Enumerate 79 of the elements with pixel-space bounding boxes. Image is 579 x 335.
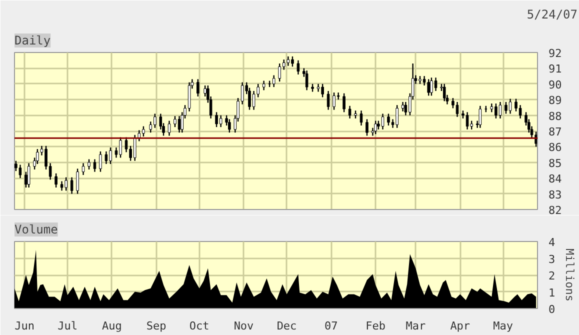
candlestick <box>70 176 74 194</box>
y-tick-label: 90 <box>548 78 562 92</box>
candlestick <box>168 120 171 136</box>
y-axis-title: Millions <box>563 248 576 302</box>
candlestick <box>374 120 377 135</box>
candlestick <box>196 78 200 98</box>
candlestick <box>18 164 22 179</box>
candlestick <box>252 90 256 110</box>
x-tick-label: Jun <box>14 320 34 332</box>
candlestick <box>348 105 352 120</box>
candlestick <box>342 92 346 113</box>
candlestick <box>27 162 30 188</box>
candlestick <box>466 112 469 130</box>
candlestick <box>188 82 191 112</box>
y-tick-label: 83 <box>548 188 562 202</box>
candlestick <box>296 60 300 76</box>
candlestick <box>219 114 222 128</box>
x-tick-label: Aug <box>102 320 122 332</box>
candlestick <box>64 176 68 192</box>
candlestick <box>381 113 384 130</box>
candlestick <box>138 130 141 142</box>
y-tick-label: 86 <box>548 141 562 154</box>
y-tick-label: 3 <box>548 252 556 266</box>
candlestick <box>272 74 276 88</box>
y-tick-label: 85 <box>548 156 562 170</box>
y-tick-label: 89 <box>548 94 562 108</box>
y-tick-label: 4 <box>548 236 556 249</box>
candlestick <box>326 90 330 110</box>
candlestick <box>478 105 482 128</box>
x-tick-label: May <box>493 320 514 332</box>
candlestick <box>178 115 181 134</box>
candlestick <box>305 70 308 91</box>
chart-title: Volume <box>14 222 58 236</box>
y-tick-label: 92 <box>548 47 562 60</box>
candlestick <box>518 104 522 120</box>
candlestick <box>104 150 108 165</box>
x-tick-label: Feb <box>366 320 386 332</box>
y-tick-label: 0 <box>548 303 556 316</box>
candlestick <box>133 134 136 162</box>
candlestick <box>119 136 122 158</box>
candlestick <box>149 120 152 134</box>
candlestick <box>430 77 433 96</box>
candlestick <box>14 160 18 172</box>
candlestick <box>286 56 290 66</box>
candlestick <box>174 115 176 128</box>
candlestick <box>442 83 446 102</box>
y-tick-label: 2 <box>548 270 556 282</box>
x-tick-label: Mar <box>406 320 426 332</box>
x-tick-label: Dec <box>276 320 297 332</box>
candlestick <box>396 104 398 128</box>
candlestick <box>508 98 512 114</box>
y-tick-label: 1 <box>548 286 556 300</box>
candlestick <box>504 101 508 114</box>
candlestick <box>427 78 430 96</box>
candlestick <box>60 180 64 192</box>
y-tick-label: 88 <box>548 110 562 123</box>
y-tick-label: 82 <box>548 204 562 217</box>
candlestick <box>76 168 79 194</box>
candlestick <box>262 80 266 91</box>
y-tick-label: 91 <box>548 62 562 76</box>
candlestick <box>93 158 96 172</box>
candlestick <box>204 84 206 98</box>
candlestick <box>88 158 90 170</box>
x-tick-label: Nov <box>234 320 254 332</box>
y-tick-label: 87 <box>548 126 562 138</box>
x-tick-label: 07 <box>324 320 338 332</box>
candlestick <box>82 162 85 176</box>
candlestick <box>228 118 231 134</box>
x-tick-label: Oct <box>189 320 210 332</box>
candlestick <box>366 118 368 136</box>
x-tick-label: Jul <box>58 320 78 332</box>
candlestick <box>54 172 58 188</box>
x-tick-label: Sep <box>146 320 166 332</box>
chart-subtitle: 5/24/07 <box>526 8 578 22</box>
y-tick-label: 84 <box>548 172 562 186</box>
candlestick <box>321 83 324 98</box>
candlestick <box>99 150 102 172</box>
x-tick-label: Apr <box>450 320 470 332</box>
chart-title: Daily <box>14 34 51 48</box>
